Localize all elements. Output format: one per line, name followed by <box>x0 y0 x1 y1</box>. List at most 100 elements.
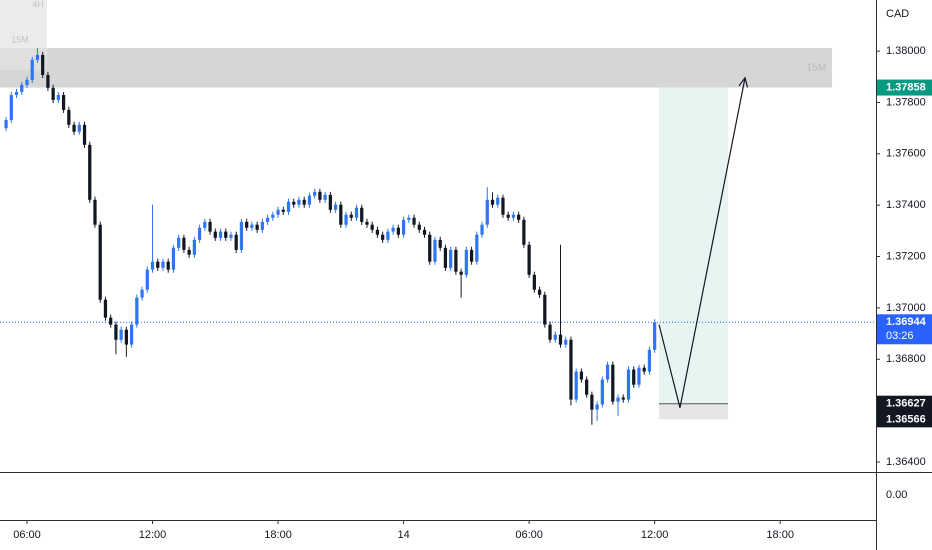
candle-body <box>365 221 369 225</box>
candle-body <box>438 239 442 248</box>
y-tick-label: 1.36400 <box>886 456 926 468</box>
candle-body <box>370 224 374 230</box>
candle-body <box>234 234 238 250</box>
x-tick-label: 14 <box>397 529 409 541</box>
x-tick-label: 18:00 <box>766 529 794 541</box>
candle-body <box>595 404 599 410</box>
candle-body <box>412 217 416 225</box>
loss-area <box>659 403 729 420</box>
candle-body <box>61 95 66 110</box>
candle-body <box>522 219 526 245</box>
candle-body <box>67 109 71 125</box>
candle-body <box>585 379 589 395</box>
y-tick-label: 1.37000 <box>886 302 926 314</box>
candle-body <box>558 334 563 345</box>
candle-body <box>611 364 615 402</box>
candle-body <box>449 249 453 268</box>
candle-body <box>98 224 102 300</box>
candle-body <box>239 221 244 250</box>
candle-body <box>182 237 186 250</box>
candle-body <box>245 221 249 228</box>
candle-body <box>203 221 207 228</box>
candle-body <box>532 274 536 290</box>
candle-body <box>192 239 196 255</box>
candle-body <box>260 221 264 230</box>
candle-body <box>386 231 390 240</box>
profit-area <box>659 87 729 404</box>
candle-body <box>88 144 92 200</box>
y-tick-label: 1.36800 <box>886 353 926 365</box>
x-tick-label: 18:00 <box>264 529 292 541</box>
candle-body <box>187 249 191 255</box>
timeframe-label: 15M <box>11 34 29 44</box>
zone-label: 15M <box>807 62 826 73</box>
candle-body <box>129 324 134 345</box>
candle-body <box>281 209 285 212</box>
candle-body <box>224 231 228 238</box>
candle-body <box>553 334 557 340</box>
candle-body <box>255 224 259 230</box>
candle-body <box>25 79 29 86</box>
lower-pane-tick: 0.00 <box>886 489 907 501</box>
arrow-path <box>658 77 746 408</box>
candle-body <box>250 224 254 228</box>
candle-body <box>318 191 322 200</box>
candle-body <box>197 227 202 240</box>
candle-body <box>124 329 128 345</box>
candle-body <box>344 214 348 225</box>
candle-body <box>177 237 181 248</box>
y-tick-label: 1.37800 <box>886 96 926 108</box>
candle-body <box>600 379 604 405</box>
candle-body <box>41 54 45 75</box>
price-label-box <box>877 79 932 96</box>
candle-body <box>490 199 495 205</box>
candle-body <box>422 229 427 235</box>
candle-body <box>569 339 573 400</box>
candle-body <box>46 74 50 88</box>
candle-body <box>480 224 484 235</box>
candle-body <box>271 214 275 218</box>
candle-body <box>579 371 584 380</box>
candle-body <box>307 195 312 205</box>
candle-body <box>621 397 625 400</box>
candle-body <box>135 297 139 325</box>
countdown-label: 03:26 <box>886 330 914 342</box>
price-label-box <box>877 314 932 345</box>
candle-body <box>417 224 421 230</box>
candle-body <box>333 204 338 210</box>
candle-body <box>407 217 411 220</box>
candle-body <box>475 234 479 262</box>
x-tick-label: 12:00 <box>139 529 167 541</box>
candle-body <box>156 261 160 268</box>
y-tick-label: 1.37200 <box>886 250 926 262</box>
candle-body <box>103 299 108 318</box>
candle-body <box>292 201 296 205</box>
candle-body <box>313 191 317 196</box>
candle-body <box>323 194 327 200</box>
price-label-box <box>877 395 932 412</box>
candle-body <box>77 124 81 132</box>
candle-body <box>119 329 123 340</box>
candle-body <box>82 124 87 145</box>
candle-body <box>56 95 60 100</box>
candle-body <box>574 371 578 400</box>
candle-body <box>93 199 97 225</box>
candle-body <box>339 204 343 225</box>
candle-body <box>328 194 332 210</box>
candle-body <box>265 217 270 222</box>
candle-body <box>381 234 385 240</box>
candle-body <box>213 231 217 238</box>
candle-body <box>501 197 505 215</box>
y-tick-label: 1.37600 <box>886 148 926 160</box>
candle-body <box>297 199 301 205</box>
candle-body <box>166 261 170 270</box>
candle-body <box>72 124 76 132</box>
candle-body <box>20 85 24 92</box>
candle-body <box>391 227 395 232</box>
candle-body <box>218 231 223 238</box>
candle-body <box>276 209 280 215</box>
candle-body <box>208 221 212 232</box>
candle-body <box>433 239 437 262</box>
candle-body <box>564 339 568 345</box>
